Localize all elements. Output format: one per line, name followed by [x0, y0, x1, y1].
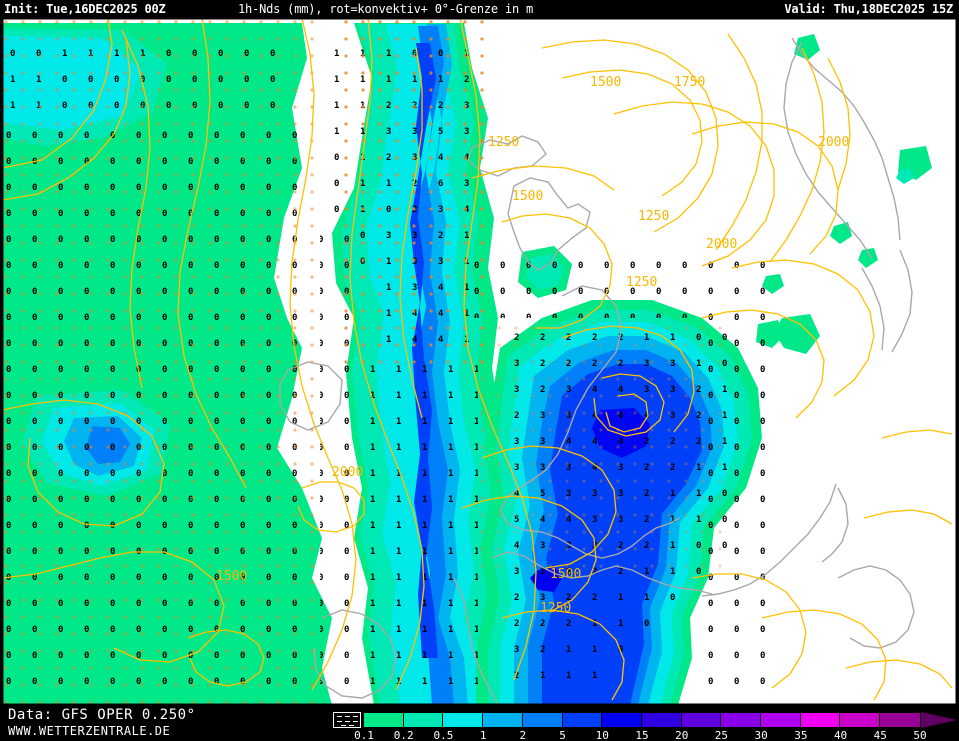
svg-text:1500: 1500: [550, 567, 581, 582]
svg-text:2000: 2000: [706, 237, 737, 252]
svg-text:2: 2: [566, 593, 571, 603]
color-scale-legend: 0.1 0.2 0.5 1 2 5 10 15 20 25 30 35 40 45 50: [333, 710, 959, 741]
map-canvas[interactable]: 0 1: [0, 18, 959, 705]
svg-text:2: 2: [514, 671, 519, 681]
scale-tick-40: 40: [833, 729, 848, 741]
svg-text:0: 0: [644, 619, 649, 629]
svg-text:1500: 1500: [512, 189, 543, 204]
valid-time-label: Valid: Thu,18DEC2025 15Z: [784, 2, 953, 16]
color-swatch-0.2: [403, 713, 444, 727]
data-source-label: Data: GFS OPER 0.250°: [8, 707, 196, 723]
svg-text:1250: 1250: [638, 209, 669, 224]
color-scale-ticks: 0.1 0.2 0.5 1 2 5 10 15 20 25 30 35 40 45 50: [333, 729, 959, 741]
color-swatch-25: [721, 713, 762, 727]
scale-tick-30: 30: [754, 729, 768, 741]
svg-text:2: 2: [592, 593, 597, 603]
scale-tick-0.5: 0.5: [433, 729, 454, 741]
color-swatch-10: [602, 713, 642, 727]
map-header-bar: Init: Tue,16DEC2025 00Z 1h-Nds (mm), rot…: [0, 0, 959, 18]
svg-text:2: 2: [540, 645, 545, 655]
precipitation-map-svg: 0 1: [2, 18, 957, 705]
scale-tick-5: 5: [559, 729, 566, 741]
svg-text:0: 0: [670, 593, 675, 603]
svg-text:0: 0: [618, 645, 623, 655]
svg-text:1: 1: [592, 671, 597, 681]
svg-text:1250: 1250: [626, 275, 657, 290]
svg-text:1250: 1250: [540, 601, 571, 616]
color-swatch-0.1: [364, 713, 404, 727]
freezing-level-contours: [2, 18, 953, 701]
color-scale-bar[interactable]: [363, 712, 921, 728]
svg-text:1: 1: [566, 671, 571, 681]
color-swatch-5: [562, 713, 603, 727]
website-link[interactable]: WWW.WETTERZENTRALE.DE: [8, 724, 171, 738]
svg-text:1: 1: [618, 593, 623, 603]
svg-text:1750: 1750: [674, 75, 705, 90]
svg-text:2: 2: [514, 593, 519, 603]
svg-text:2: 2: [566, 619, 571, 629]
color-swatch-1: [483, 713, 523, 727]
contour-labels: 1500 1750 1250 1500 1250 2000 2000 2000 …: [216, 75, 849, 616]
scale-tick-0.1: 0.1: [354, 729, 374, 741]
scale-tick-10: 10: [595, 729, 609, 741]
svg-text:1: 1: [566, 645, 571, 655]
svg-text:1: 1: [592, 619, 597, 629]
svg-text:1500: 1500: [590, 75, 621, 90]
scale-tick-1: 1: [479, 729, 487, 741]
svg-text:1: 1: [592, 645, 597, 655]
color-swatch-0.5: [443, 713, 484, 727]
scale-tick-35: 35: [794, 729, 808, 741]
svg-text:3: 3: [540, 593, 545, 603]
color-swatch-15: [641, 713, 682, 727]
svg-text:2: 2: [540, 619, 545, 629]
page-title: 1h-Nds (mm), rot=konvektiv+ 0°-Grenze in…: [238, 2, 534, 16]
svg-text:2: 2: [514, 619, 519, 629]
color-swatch-45: [880, 713, 920, 727]
svg-text:2000: 2000: [332, 465, 363, 480]
svg-text:1250: 1250: [488, 135, 519, 150]
no-data-hatch-swatch: [333, 712, 361, 728]
overflow-arrow-icon: [921, 712, 957, 728]
svg-text:2000: 2000: [818, 135, 849, 150]
color-swatch-2: [522, 713, 563, 727]
svg-text:1: 1: [618, 619, 623, 629]
color-swatch-35: [800, 713, 841, 727]
scale-tick-25: 25: [714, 729, 729, 741]
scale-tick-45: 45: [873, 729, 887, 741]
scale-tick-2: 2: [519, 729, 527, 741]
scale-tick-15: 15: [635, 729, 649, 741]
color-swatch-40: [840, 713, 881, 727]
svg-text:1500: 1500: [216, 569, 247, 584]
color-swatch-30: [761, 713, 801, 727]
svg-text:1: 1: [644, 593, 649, 603]
svg-text:1: 1: [540, 671, 545, 681]
scale-tick-50: 50: [913, 729, 927, 741]
color-swatch-20: [681, 713, 722, 727]
svg-text:3: 3: [514, 645, 519, 655]
scale-tick-0.2: 0.2: [393, 729, 414, 741]
init-time-label: Init: Tue,16DEC2025 00Z: [4, 2, 166, 16]
scale-tick-20: 20: [675, 729, 689, 741]
